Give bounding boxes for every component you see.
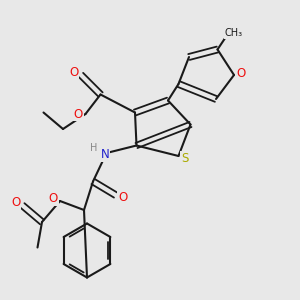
Text: N: N bbox=[100, 148, 109, 161]
Text: O: O bbox=[49, 192, 58, 205]
Text: O: O bbox=[236, 67, 245, 80]
Text: O: O bbox=[11, 196, 20, 209]
Text: O: O bbox=[74, 107, 82, 121]
Text: H: H bbox=[90, 142, 98, 153]
Text: CH₃: CH₃ bbox=[225, 28, 243, 38]
Text: S: S bbox=[181, 152, 188, 165]
Text: O: O bbox=[118, 191, 127, 204]
Text: O: O bbox=[69, 66, 78, 79]
